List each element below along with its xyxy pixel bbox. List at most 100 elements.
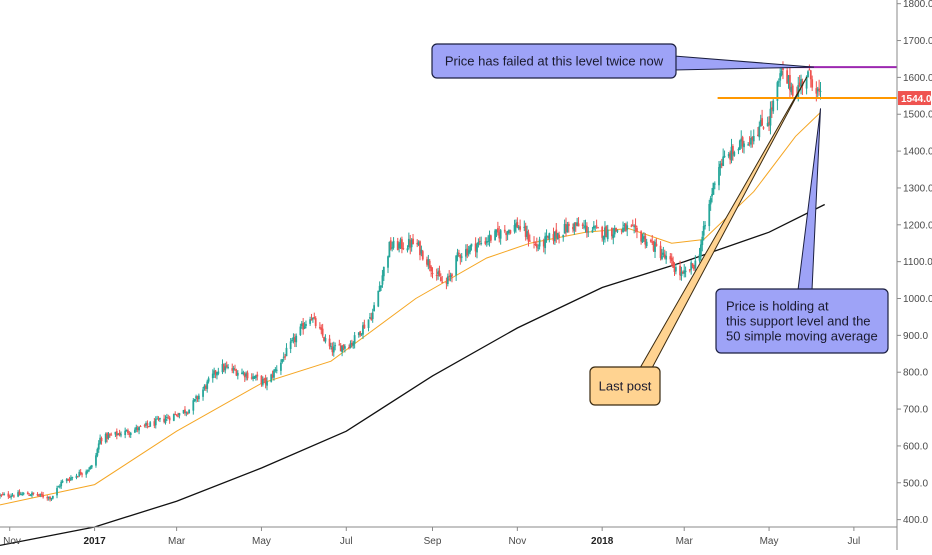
candle-body [720, 163, 723, 166]
candle [702, 221, 705, 241]
candle-body [645, 241, 648, 247]
candle-body [138, 426, 140, 431]
candle [809, 70, 812, 88]
x-tick-label: Nov [3, 536, 21, 547]
candle-body [410, 239, 413, 248]
candle [153, 418, 156, 429]
candle [213, 367, 216, 378]
candle-body [412, 238, 414, 245]
candle [124, 427, 127, 439]
candle-body [544, 236, 547, 249]
candle [616, 229, 619, 234]
candle-body [426, 259, 428, 265]
candle [630, 224, 633, 228]
candle [107, 432, 110, 440]
candle [548, 232, 551, 243]
candle [801, 78, 804, 95]
candle [99, 434, 102, 445]
y-tick-label: 1400.0 [903, 147, 932, 158]
candle-body [188, 409, 191, 414]
candle [339, 342, 342, 352]
candle-body [88, 469, 90, 471]
candle [645, 238, 648, 249]
candle-body [392, 240, 395, 248]
candle [640, 230, 643, 245]
candle-body [174, 413, 177, 415]
candle [758, 121, 761, 141]
candle [738, 139, 741, 150]
candle [46, 495, 49, 501]
candle-body [592, 225, 595, 229]
candle [723, 150, 726, 158]
candle [266, 377, 268, 391]
candle [528, 234, 531, 242]
candle-body [32, 492, 35, 494]
candle [762, 126, 765, 130]
candle-body [772, 100, 775, 112]
candle-body [363, 324, 366, 329]
candle [367, 319, 370, 332]
candle [332, 341, 335, 357]
callout-fill [717, 290, 887, 352]
candle-body [309, 319, 312, 324]
candle-body [641, 238, 644, 243]
candle [712, 182, 715, 195]
candle [611, 227, 613, 240]
candle-body [718, 167, 720, 186]
candle-body [605, 226, 608, 238]
candle-body [584, 225, 587, 227]
candle-body [264, 377, 267, 385]
candle [90, 464, 93, 469]
candle-body [99, 437, 102, 444]
candle-body [556, 233, 559, 240]
candle-body [81, 473, 83, 475]
candle-body [506, 230, 509, 234]
candle-body [631, 224, 634, 226]
candle-body [759, 119, 762, 127]
candle-body [702, 225, 705, 236]
candle-body [128, 433, 131, 435]
candle-body [38, 494, 40, 496]
candle-body [75, 475, 78, 478]
candle [115, 428, 118, 440]
candle [321, 323, 324, 338]
candle [392, 237, 395, 250]
candle-body [156, 418, 159, 420]
candle [154, 416, 157, 429]
candle-body [360, 333, 363, 335]
candle-body [624, 223, 627, 232]
candle [164, 415, 167, 425]
candle [147, 425, 150, 428]
candle-body [623, 224, 626, 226]
candle-body [168, 417, 171, 421]
candle [460, 252, 463, 263]
candle-body [552, 233, 555, 241]
candle-body [312, 317, 314, 320]
candle [694, 255, 697, 274]
annotation-callout[interactable]: Price has failed at this level twice now [431, 43, 815, 79]
candle-body [0, 494, 1, 496]
x-tick-label: Sep [424, 536, 442, 547]
y-tick-label: 500.0 [903, 478, 928, 489]
annotation-callout[interactable]: Last post [589, 76, 808, 406]
candle [622, 221, 624, 233]
candle [733, 150, 736, 157]
candle [421, 249, 424, 261]
candle [0, 494, 3, 498]
candle [769, 101, 772, 135]
candle [314, 316, 317, 329]
candle [231, 363, 234, 374]
candle-body [526, 231, 528, 237]
candle-body [195, 396, 197, 399]
candle-body [548, 233, 551, 239]
candle-body [711, 194, 713, 197]
candle-body [302, 322, 305, 330]
candle-body [320, 327, 323, 331]
candle-body [505, 233, 508, 236]
candle [722, 148, 725, 167]
candle-body [313, 317, 316, 319]
candle-body [587, 231, 590, 233]
candle [13, 494, 15, 498]
